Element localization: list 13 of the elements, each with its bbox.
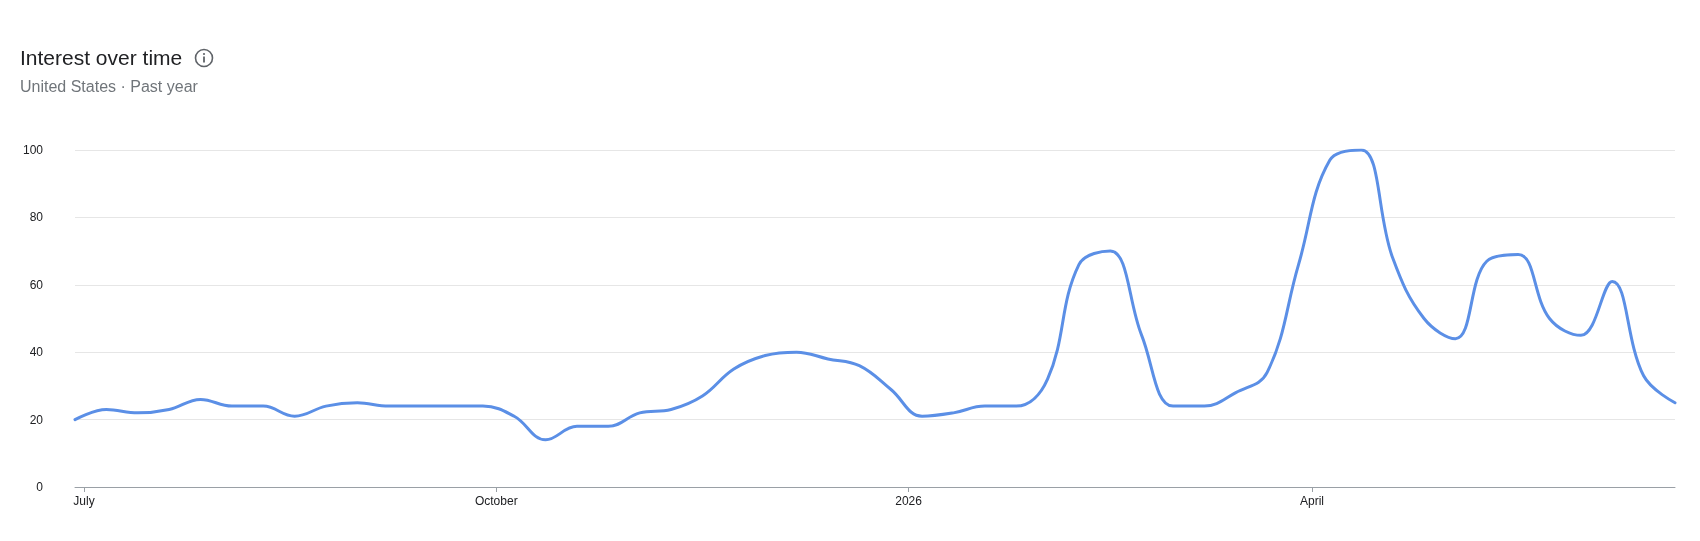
x-tick-label: October: [474, 494, 518, 508]
chart-subtitle: United States · Past year: [20, 78, 199, 96]
y-tick-label: 60: [29, 277, 44, 292]
y-tick-label: 100: [22, 143, 44, 157]
y-tick-label: 80: [29, 210, 44, 225]
y-tick-label: 20: [29, 412, 44, 427]
y-tick-label: 40: [29, 345, 44, 360]
y-tick-label: 0: [36, 480, 44, 494]
chart-title: Interest over time: [20, 46, 183, 70]
x-tick-label: April: [1299, 494, 1324, 508]
x-tick-label: July: [73, 494, 95, 508]
x-tick-label: 2026: [895, 494, 923, 508]
line-series: [73, 148, 1677, 442]
